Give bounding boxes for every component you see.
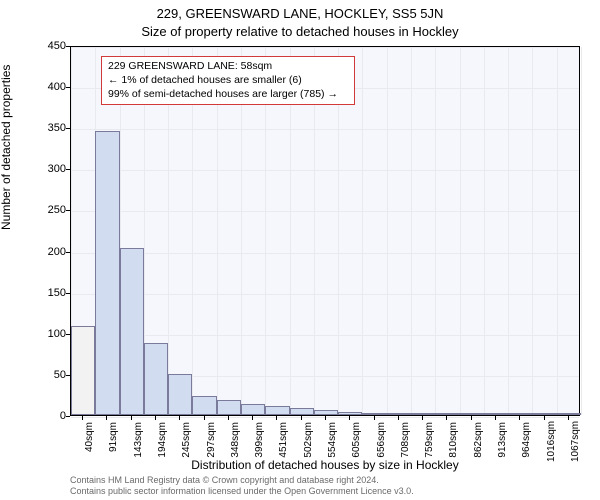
histogram-bar [508, 413, 532, 415]
histogram-bar [314, 410, 338, 415]
chart-title-address: 229, GREENSWARD LANE, HOCKLEY, SS5 5JN [0, 6, 600, 21]
x-tick-label: 143sqm [133, 422, 144, 462]
x-axis-label: Distribution of detached houses by size … [70, 458, 580, 472]
x-tick-label: 708sqm [400, 422, 411, 462]
y-tick-label: 400 [36, 81, 66, 93]
histogram-bar [144, 343, 168, 415]
y-tick-label: 250 [36, 204, 66, 216]
histogram-bar [411, 413, 435, 415]
x-tick-label: 194sqm [157, 422, 168, 462]
x-tick-label: 91sqm [108, 422, 119, 462]
x-tick-label: 1067sqm [570, 422, 581, 462]
x-tick-label: 297sqm [206, 422, 217, 462]
annotation-line: 99% of semi-detached houses are larger (… [108, 87, 348, 101]
histogram-bar [338, 412, 362, 415]
x-tick-label: 964sqm [521, 422, 532, 462]
y-tick-label: 350 [36, 122, 66, 134]
y-tick-label: 100 [36, 328, 66, 340]
histogram-bar [71, 326, 95, 415]
chart-title-desc: Size of property relative to detached ho… [0, 24, 600, 39]
histogram-bar [557, 413, 581, 415]
x-tick-label: 502sqm [303, 422, 314, 462]
histogram-bar [387, 413, 411, 415]
histogram-bar [241, 404, 265, 415]
x-tick-label: 862sqm [473, 422, 484, 462]
y-axis-label: Number of detached properties [0, 65, 13, 230]
footer-line: Contains public sector information licen… [70, 486, 414, 497]
histogram-bar [120, 248, 144, 415]
histogram-bar [168, 374, 192, 415]
histogram-bar [192, 396, 216, 415]
histogram-bar [460, 413, 484, 415]
histogram-bar [290, 408, 314, 415]
histogram-bar [95, 131, 119, 415]
histogram-bar [217, 400, 241, 415]
plot-area: 229 GREENSWARD LANE: 58sqm ← 1% of detac… [70, 46, 580, 416]
histogram-bar [532, 413, 556, 415]
x-tick-label: 245sqm [181, 422, 192, 462]
x-tick-label: 605sqm [351, 422, 362, 462]
annotation-box: 229 GREENSWARD LANE: 58sqm ← 1% of detac… [101, 56, 355, 105]
y-tick-label: 300 [36, 163, 66, 175]
x-tick-label: 1016sqm [546, 422, 557, 462]
histogram-bar [484, 413, 508, 415]
annotation-line: 229 GREENSWARD LANE: 58sqm [108, 59, 348, 73]
x-tick-label: 399sqm [254, 422, 265, 462]
y-tick-label: 450 [36, 40, 66, 52]
x-tick-label: 656sqm [376, 422, 387, 462]
footer-attribution: Contains HM Land Registry data © Crown c… [70, 475, 414, 497]
x-tick-label: 348sqm [230, 422, 241, 462]
x-tick-label: 554sqm [327, 422, 338, 462]
y-tick-label: 50 [36, 369, 66, 381]
x-tick-label: 913sqm [497, 422, 508, 462]
y-tick-label: 0 [36, 410, 66, 422]
y-tick-label: 200 [36, 246, 66, 258]
chart-container: 229, GREENSWARD LANE, HOCKLEY, SS5 5JN S… [0, 0, 600, 500]
x-tick-label: 759sqm [424, 422, 435, 462]
histogram-bar [435, 413, 459, 415]
annotation-line: ← 1% of detached houses are smaller (6) [108, 73, 348, 87]
y-tick-label: 150 [36, 287, 66, 299]
histogram-bar [265, 406, 289, 415]
footer-line: Contains HM Land Registry data © Crown c… [70, 475, 414, 486]
histogram-bar [362, 413, 386, 415]
x-tick-label: 40sqm [84, 422, 95, 462]
x-tick-label: 810sqm [448, 422, 459, 462]
x-tick-label: 451sqm [278, 422, 289, 462]
